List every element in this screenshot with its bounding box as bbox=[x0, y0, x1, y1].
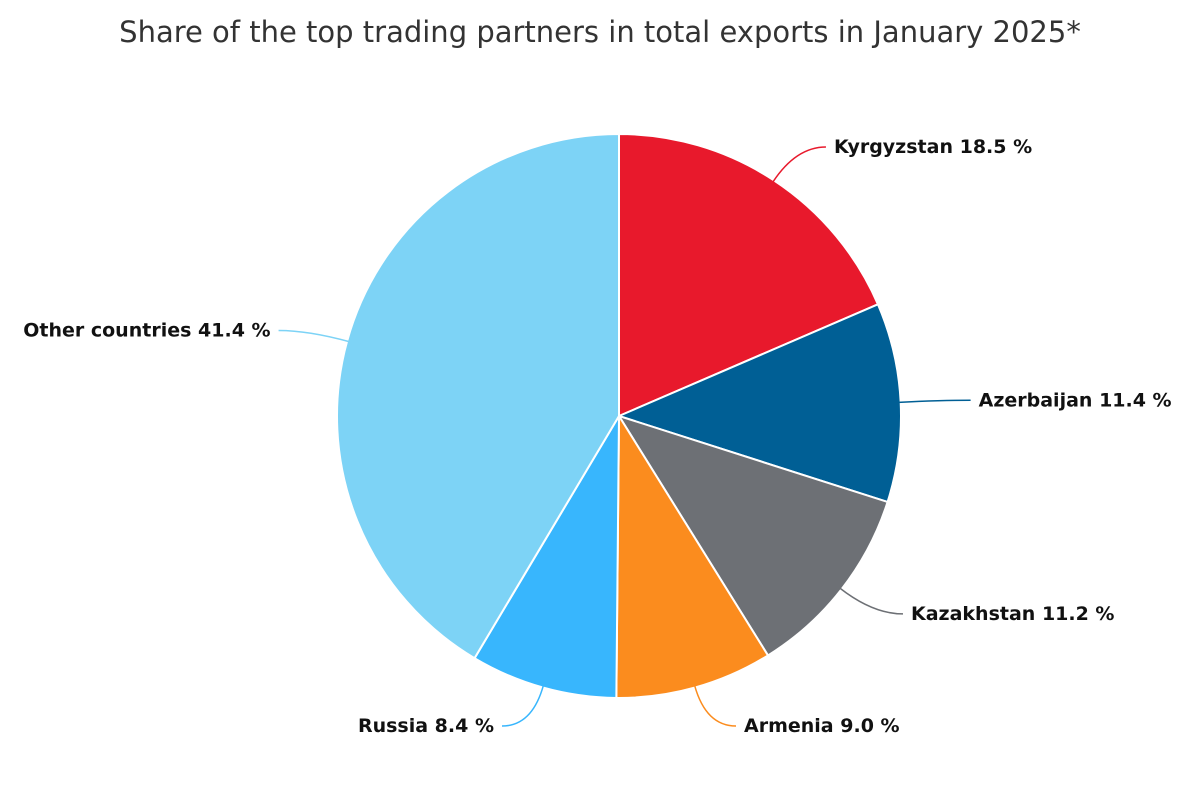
label-value: 8.4 % bbox=[435, 715, 494, 737]
label-name: Kyrgyzstan bbox=[834, 135, 953, 157]
leader-line bbox=[278, 329, 350, 343]
label-value: 11.4 % bbox=[1099, 389, 1172, 411]
data-label: Kazakhstan 11.2 % bbox=[911, 602, 1114, 624]
leader-line bbox=[898, 399, 971, 404]
leader-line bbox=[693, 685, 737, 727]
leader-line bbox=[772, 146, 826, 183]
label-value: 18.5 % bbox=[960, 135, 1033, 157]
label-value: 41.4 % bbox=[198, 319, 271, 341]
data-label: Other countries 41.4 % bbox=[23, 319, 270, 341]
leader-line bbox=[501, 685, 545, 727]
label-name: Russia bbox=[358, 715, 428, 737]
data-label: Kyrgyzstan 18.5 % bbox=[834, 135, 1032, 157]
label-name: Kazakhstan bbox=[911, 602, 1035, 624]
data-label: Azerbaijan 11.4 % bbox=[979, 389, 1172, 411]
label-name: Other countries bbox=[23, 319, 191, 341]
label-name: Azerbaijan bbox=[979, 389, 1093, 411]
leader-line bbox=[839, 587, 903, 615]
data-label: Armenia 9.0 % bbox=[744, 715, 900, 737]
label-value: 9.0 % bbox=[840, 715, 899, 737]
label-value: 11.2 % bbox=[1042, 602, 1115, 624]
label-name: Armenia bbox=[744, 715, 834, 737]
chart-title: Share of the top trading partners in tot… bbox=[119, 15, 1081, 49]
data-label: Russia 8.4 % bbox=[358, 715, 494, 737]
